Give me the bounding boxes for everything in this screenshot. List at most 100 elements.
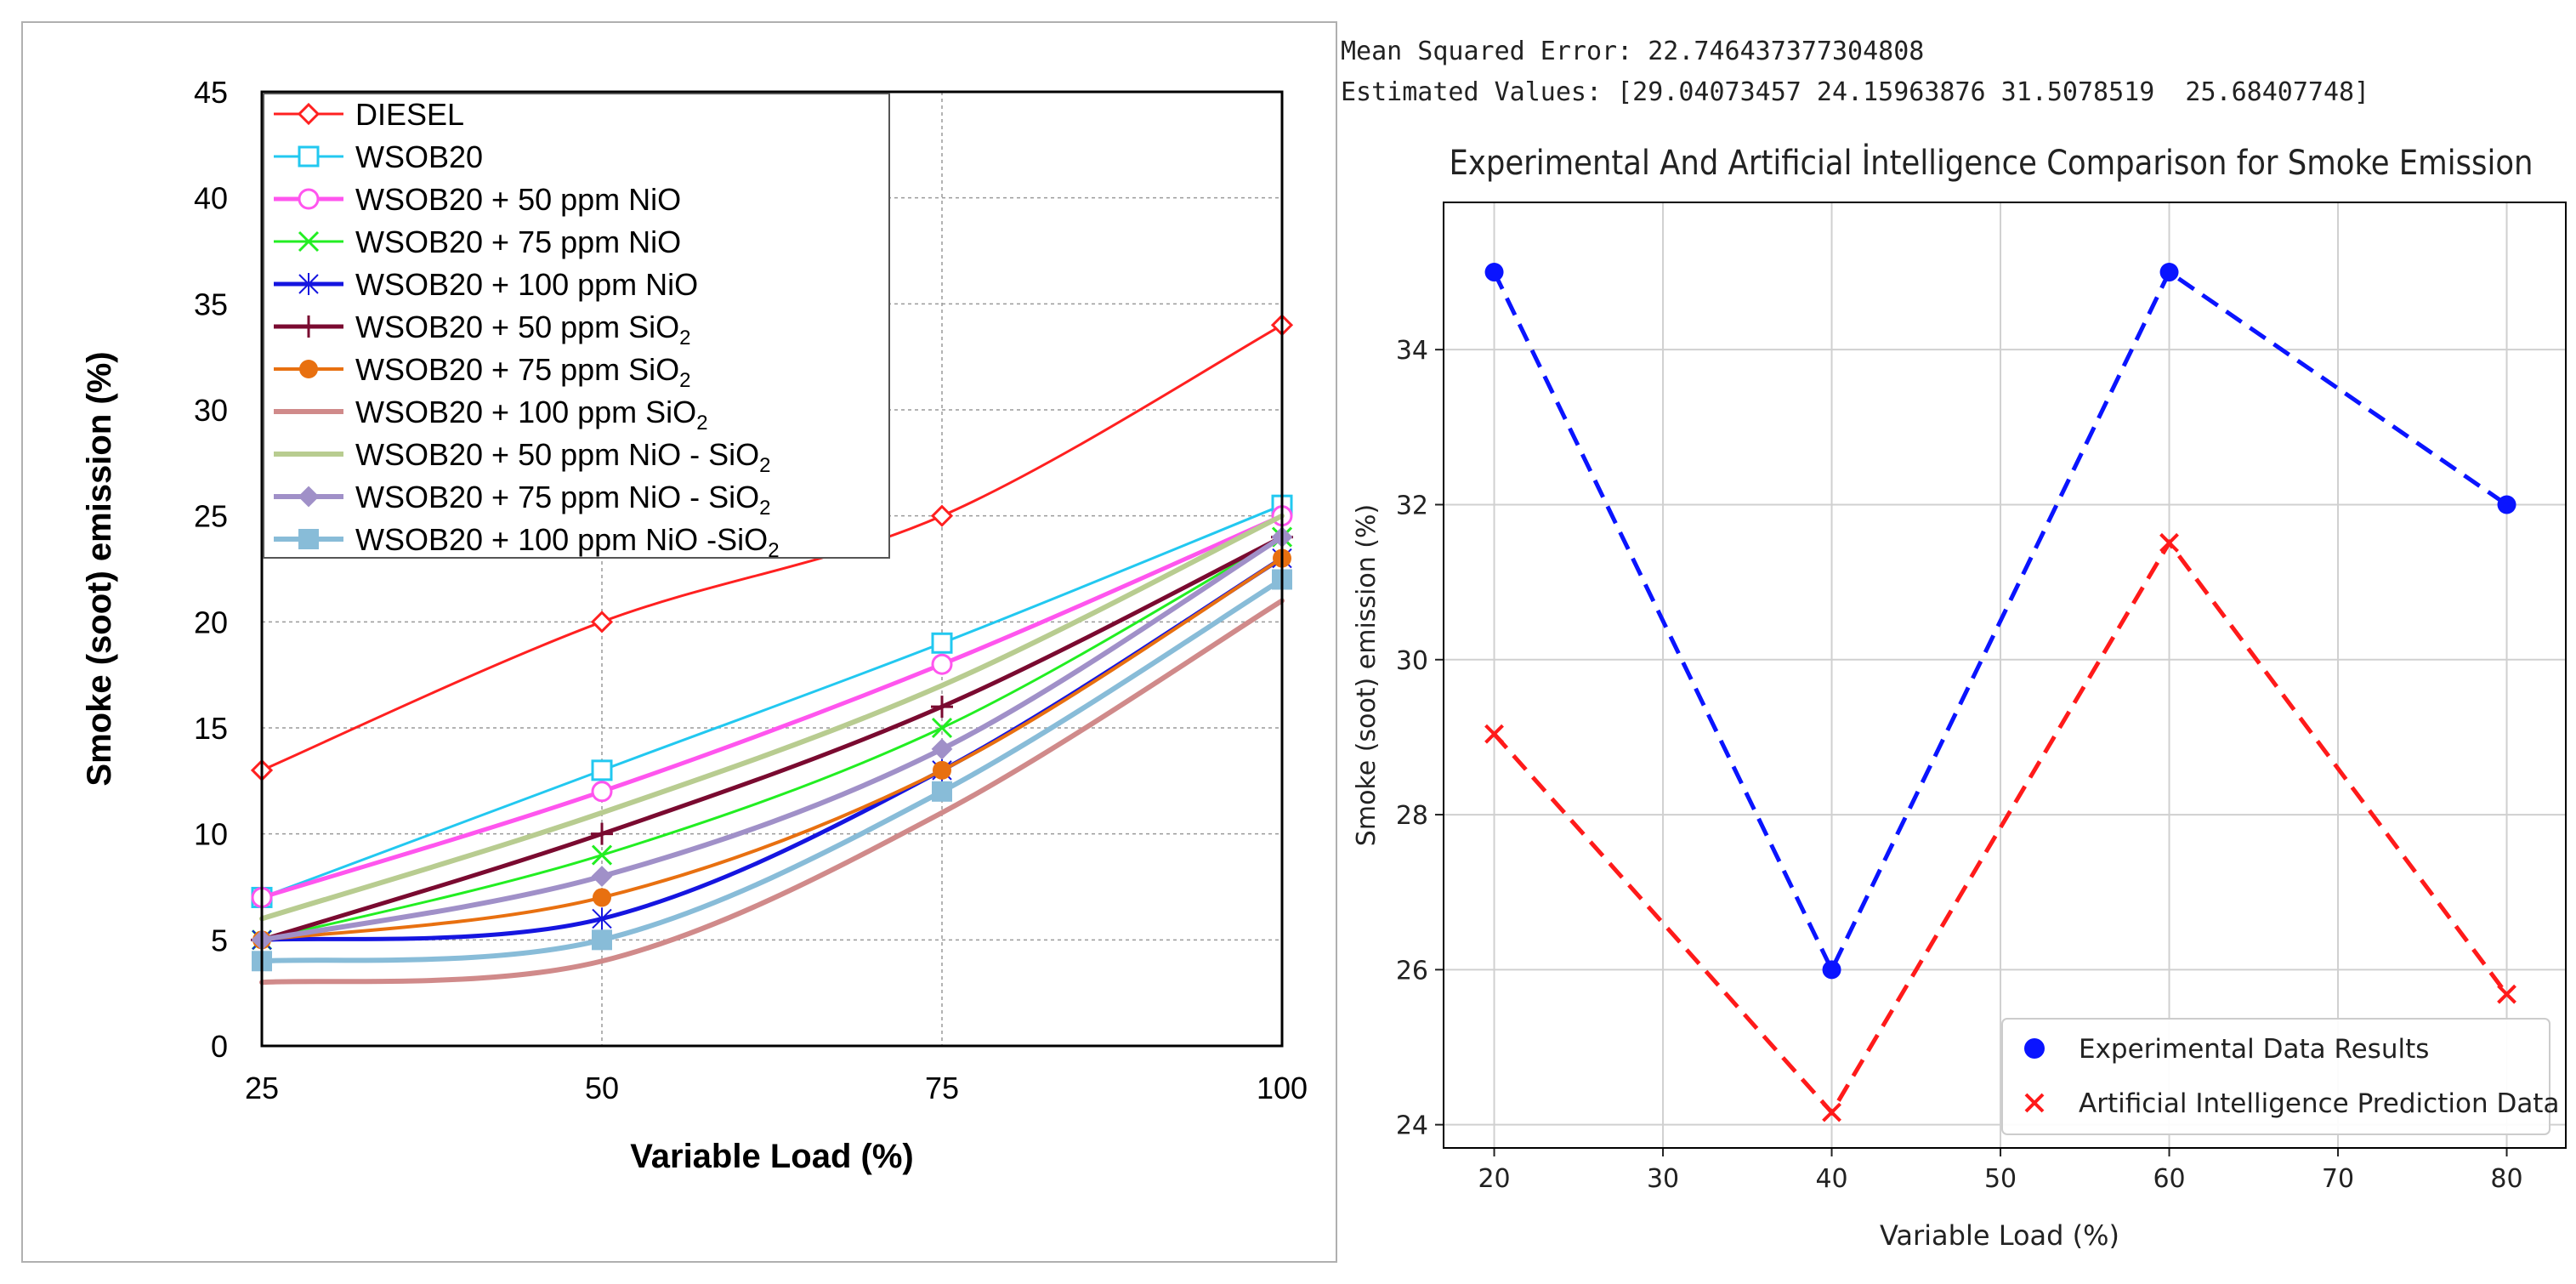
left-data-point (931, 717, 953, 739)
left-data-point (591, 781, 613, 803)
left-y-tick-label: 40 (194, 181, 228, 216)
left-legend-label: WSOB20 + 100 ppm SiO2 (355, 395, 708, 435)
right-data-point (1484, 263, 1504, 282)
left-y-tick-labels: 0 5 10 15 20 25 30 35 40 45 (194, 75, 228, 1064)
right-y-tick-label: 30 (1396, 646, 1428, 676)
left-legend-marker (298, 315, 320, 338)
left-series-line (260, 556, 1284, 942)
left-series-line (260, 503, 1284, 899)
right-y-axis-label: Smoke (soot) emission (%) (1352, 504, 1382, 846)
left-data-point (592, 929, 612, 951)
left-legend-label: WSOB20 + 100 ppm NiO -SiO2 (355, 522, 780, 562)
right-chart-title: Experimental And Artificial İntelligence… (1450, 142, 2533, 183)
right-series-line (1492, 538, 2509, 1116)
left-legend-marker (298, 230, 320, 253)
left-data-point (591, 866, 613, 887)
right-legend-marker (2024, 1093, 2045, 1113)
left-x-tick-label: 100 (1257, 1071, 1308, 1105)
left-y-tick-label: 5 (211, 923, 228, 957)
right-legend: Experimental Data Results Artificial Inte… (2001, 1018, 2559, 1135)
left-legend-label: WSOB20 + 50 ppm SiO2 (355, 310, 691, 349)
left-series-line (259, 514, 1285, 900)
right-x-tick-label: 20 (1478, 1164, 1510, 1194)
right-legend-label: Artificial Intelligence Prediction Data (2079, 1088, 2559, 1119)
right-series-line (1492, 269, 2508, 975)
right-data-point (1822, 960, 1841, 980)
left-legend-label: WSOB20 (355, 139, 483, 174)
right-x-tick-label: 40 (1815, 1164, 1847, 1194)
left-data-point (931, 738, 953, 760)
left-series-line (260, 323, 1284, 772)
left-chart: 0 5 10 15 20 25 30 35 40 45 25 50 75 100 Variable Lo… (81, 75, 1308, 1175)
right-data-point (2159, 532, 2179, 553)
right-series-group (1484, 263, 2516, 1122)
estimated-values-readout: Estimated Values: [29.04073457 24.159638… (1341, 77, 2369, 107)
left-legend-marker (298, 145, 320, 168)
left-y-tick-label: 25 (194, 499, 228, 534)
right-y-tick-label: 34 (1396, 336, 1428, 366)
left-data-point (591, 822, 613, 845)
left-data-point (593, 888, 611, 907)
left-data-point (931, 632, 953, 654)
right-data-point (1822, 1102, 1841, 1122)
left-x-axis-label: Variable Load (%) (630, 1138, 913, 1175)
left-y-tick-label: 15 (194, 711, 228, 746)
left-legend-label: DIESEL (355, 97, 464, 132)
left-legend-marker (298, 529, 319, 549)
left-series-line (259, 598, 1285, 986)
left-data-point (932, 781, 952, 802)
left-series-line (260, 536, 1284, 941)
right-x-tick-label: 60 (2153, 1164, 2185, 1194)
right-gridlines (1435, 202, 2566, 1156)
left-y-axis-label: Smoke (soot) emission (%) (81, 351, 118, 786)
left-data-point (931, 653, 953, 675)
right-legend-marker (2024, 1038, 2045, 1059)
left-legend-label: WSOB20 + 75 ppm NiO (355, 224, 681, 259)
left-legend-label: WSOB20 + 50 ppm NiO (355, 182, 681, 217)
right-legend-label: Experimental Data Results (2079, 1034, 2429, 1065)
left-legend-label: WSOB20 + 100 ppm NiO (355, 267, 698, 302)
left-data-point (930, 504, 954, 527)
left-y-tick-label: 35 (194, 287, 228, 321)
left-legend-box (263, 93, 890, 559)
right-x-axis-label: Variable Load (%) (1880, 1219, 2119, 1252)
left-data-point (591, 759, 613, 781)
left-series-line (259, 535, 1285, 942)
left-legend-marker (299, 360, 318, 378)
left-data-point (590, 611, 614, 633)
left-y-tick-label: 10 (194, 817, 228, 852)
right-y-tick-label: 28 (1396, 801, 1428, 831)
right-x-tick-label: 30 (1647, 1164, 1679, 1194)
left-legend-label: WSOB20 + 75 ppm NiO - SiO2 (355, 480, 771, 520)
right-plot-border (1443, 202, 2567, 1149)
right-x-tick-label: 70 (2322, 1164, 2354, 1194)
right-x-tick-label: 50 (1984, 1164, 2017, 1194)
left-x-tick-label: 50 (585, 1071, 619, 1105)
left-y-tick-label: 0 (211, 1029, 228, 1064)
left-legend-marker (298, 188, 320, 210)
right-data-point (2159, 263, 2179, 282)
left-legend-marker (298, 273, 319, 295)
left-legend-label: WSOB20 + 75 ppm SiO2 (355, 352, 691, 392)
left-plot-border (260, 90, 1284, 1048)
right-y-tick-label: 32 (1396, 491, 1428, 520)
left-legend-marker (298, 486, 320, 508)
right-y-tick-labels: 24 26 28 30 32 34 (1396, 336, 1428, 1140)
left-data-point (931, 696, 953, 719)
right-data-point (2497, 984, 2516, 1004)
right-data-point (1484, 724, 1504, 744)
left-series-line (259, 513, 1285, 922)
left-y-tick-label: 20 (194, 605, 228, 639)
right-y-tick-label: 24 (1396, 1111, 1428, 1141)
left-y-tick-label: 45 (194, 75, 228, 110)
right-legend-box (2001, 1018, 2550, 1135)
left-data-point (933, 760, 951, 780)
left-data-point (592, 907, 612, 930)
left-legend: DIESEL WSOB20 WSOB20 + 50 ppm NiO WSOB20 + … (263, 93, 890, 562)
right-x-tick-label: 80 (2490, 1164, 2522, 1194)
left-legend-marker (297, 102, 321, 126)
right-x-tick-labels: 20 30 40 50 60 70 80 (1478, 1164, 2522, 1194)
left-series-line (259, 534, 1285, 943)
left-legend-label: WSOB20 + 50 ppm NiO - SiO2 (355, 437, 771, 477)
